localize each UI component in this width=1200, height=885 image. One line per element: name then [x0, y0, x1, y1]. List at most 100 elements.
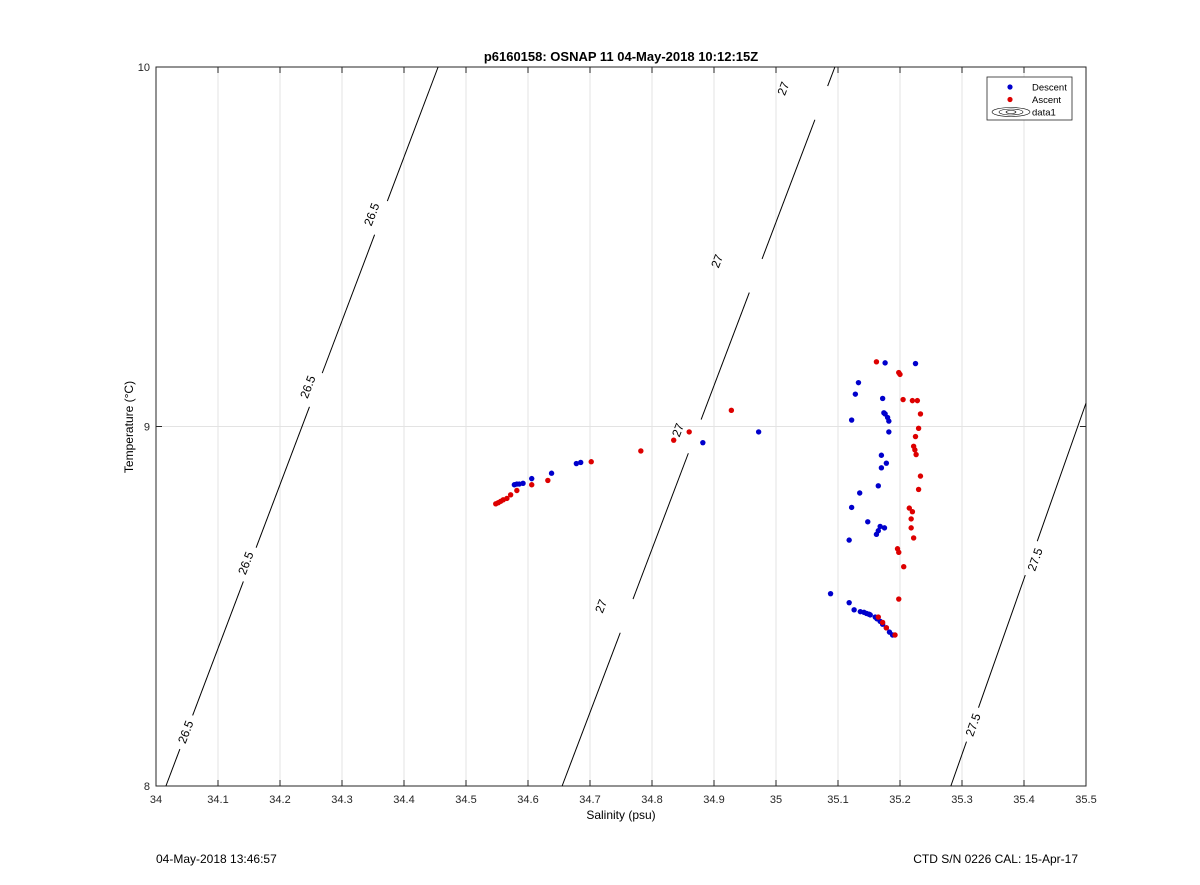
legend-ascent-marker [1007, 96, 1013, 103]
ascent-point [892, 632, 898, 638]
descent-point [857, 490, 863, 496]
ascent-point [908, 516, 914, 522]
ascent-point [912, 433, 919, 440]
descent-point [867, 612, 873, 618]
isopycnal-line [561, 632, 621, 787]
ascent-point [728, 407, 735, 414]
legend: Descent Ascent data1 [986, 76, 1073, 121]
x-tick-label: 34.2 [269, 794, 290, 806]
ascent-point [900, 396, 906, 403]
descent-point [886, 429, 892, 435]
isopycnal-label: 27 [592, 597, 610, 615]
descent-point [851, 607, 857, 613]
ascent-point [917, 411, 924, 417]
x-tick-label: 34.6 [517, 794, 538, 806]
ascent-point [917, 473, 924, 479]
x-tick-label: 35.1 [827, 794, 848, 806]
descent-point [846, 537, 852, 543]
chart-title: p6160158: OSNAP 11 04-May-2018 10:12:15Z [484, 49, 758, 64]
descent-point [755, 429, 762, 435]
isopycnal-label: 27 [708, 252, 726, 270]
descent-point [883, 460, 890, 466]
footer-timestamp: 04-May-2018 13:46:57 [156, 852, 277, 866]
ascent-point [638, 448, 644, 454]
descent-point [529, 475, 535, 482]
descent-point [875, 483, 881, 489]
ascent-point [686, 429, 692, 435]
ascent-point [545, 477, 551, 484]
descent-point [879, 395, 886, 402]
descent-point [881, 410, 887, 416]
descent-point [852, 391, 859, 397]
descent-point [548, 470, 555, 476]
ascent-point [514, 487, 520, 494]
ascent-point [909, 509, 916, 515]
ascent-point [909, 397, 916, 404]
ascent-point [883, 625, 890, 631]
x-tick-label: 34 [150, 794, 162, 806]
x-tick-label: 35.5 [1075, 794, 1096, 806]
descent-point [700, 439, 706, 446]
ascent-point [873, 359, 880, 365]
descent-point [848, 417, 855, 423]
isopycnal-label: 27 [775, 80, 793, 98]
descent-point [881, 525, 888, 531]
ascent-point [896, 596, 902, 602]
x-tick-label: 34.8 [641, 794, 662, 806]
ascent-point [914, 397, 921, 404]
y-tick-label: 10 [138, 62, 150, 74]
ascent-point [879, 619, 886, 626]
ascent-point [875, 614, 881, 620]
x-tick-label: 35.3 [951, 794, 972, 806]
ascent-point [906, 505, 912, 511]
isopycnal-line [386, 66, 439, 202]
axes: 34 34.1 34.2 34.3 34.4 34.5 34.6 34.7 34.8 34.9 35… [138, 62, 1097, 806]
isopycnal-line [321, 234, 376, 374]
isopycnal-line [165, 748, 181, 787]
y-tick-label: 8 [144, 781, 150, 793]
isopycnal-line [950, 741, 967, 787]
ascent-point [588, 459, 594, 465]
ascent-point [897, 371, 903, 378]
legend-descent-label: Descent [1032, 83, 1067, 94]
descent-point [877, 523, 883, 530]
ascent-point [915, 425, 922, 431]
legend-box [986, 76, 1073, 121]
x-tick-label: 35.4 [1013, 794, 1034, 806]
ascent-point [913, 451, 919, 458]
descent-point [873, 531, 880, 538]
descent-point [865, 519, 871, 525]
x-tick-label: 34.9 [703, 794, 724, 806]
ascent-point [896, 549, 902, 556]
legend-data1-label: data1 [1032, 108, 1056, 119]
descent-point [573, 460, 580, 467]
x-tick-label: 34.1 [207, 794, 228, 806]
isopycnal-line [1036, 402, 1087, 542]
x-tick-label: 35 [770, 794, 782, 806]
isopycnal-line [632, 453, 689, 600]
isopycnal-line [827, 66, 836, 87]
grid [156, 67, 1086, 786]
isopycnal-label: 27 [669, 421, 687, 439]
y-tick-label: 9 [144, 422, 150, 434]
legend-descent-marker [1007, 84, 1013, 90]
legend-ascent-label: Ascent [1032, 95, 1061, 106]
x-tick-label: 34.7 [579, 794, 600, 806]
descent-point [846, 599, 852, 606]
descent-point [848, 504, 855, 511]
isopycnal-line [978, 574, 1026, 708]
isopycnal-line [255, 406, 310, 548]
x-tick-label: 34.5 [455, 794, 476, 806]
x-axis-label: Salinity (psu) [586, 808, 655, 822]
ascent-point [910, 535, 917, 541]
x-tick-label: 35.2 [889, 794, 910, 806]
descent-point [511, 482, 518, 488]
descent-point [878, 452, 885, 458]
y-axis-label: Temperature (°C) [122, 381, 136, 473]
ascent-point [504, 495, 510, 502]
ascent-point [901, 564, 907, 570]
descent-point [827, 590, 834, 597]
isopycnal-line [192, 581, 244, 716]
footer-ctd-info: CTD S/N 0226 CAL: 15-Apr-17 [913, 852, 1078, 866]
